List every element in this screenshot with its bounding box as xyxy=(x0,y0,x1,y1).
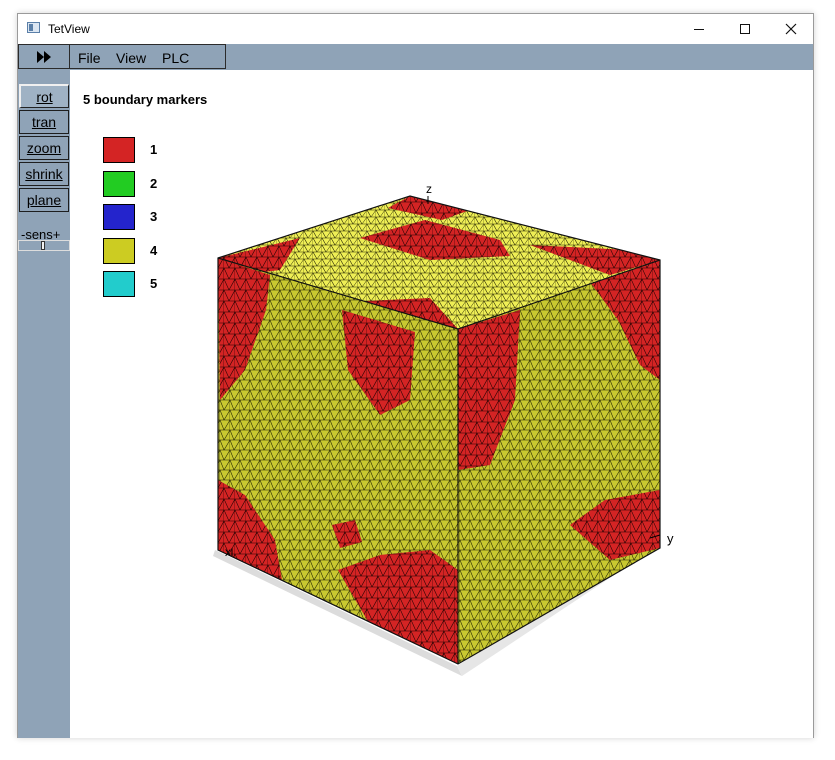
cube-right-face xyxy=(458,260,660,664)
mesh-cube-render: z x y xyxy=(213,182,674,676)
legend-swatch-1 xyxy=(103,137,135,163)
maximize-button[interactable] xyxy=(722,14,768,44)
3d-viewport[interactable]: 5 boundary markers 1 2 3 4 5 xyxy=(70,70,813,738)
menu-file[interactable]: File xyxy=(78,50,101,66)
toolbar: File View PLC xyxy=(18,44,813,70)
close-button[interactable] xyxy=(768,14,814,44)
minimize-button[interactable] xyxy=(676,14,722,44)
menu-view[interactable]: View xyxy=(116,50,147,66)
title-bar[interactable]: TetView xyxy=(18,14,813,44)
legend-label: 4 xyxy=(150,243,158,258)
legend-label: 1 xyxy=(150,142,158,157)
legend-swatch-2 xyxy=(103,171,135,197)
axis-label-z: z xyxy=(426,182,432,196)
window-title: TetView xyxy=(48,22,90,36)
legend-label: 5 xyxy=(150,276,158,291)
legend-swatch-5 xyxy=(103,271,135,297)
cube-outline xyxy=(217,195,661,665)
shrink-button[interactable]: shrink xyxy=(19,162,69,186)
close-icon xyxy=(785,23,797,35)
legend-title: 5 boundary markers xyxy=(83,92,208,107)
menu-bar: File View PLC xyxy=(70,44,226,69)
fast-forward-icon xyxy=(37,50,51,63)
mode-sidebar: rot tran zoom shrink plane -sens+ xyxy=(18,70,70,738)
menu-plc[interactable]: PLC xyxy=(162,50,190,66)
plane-button[interactable]: plane xyxy=(19,188,69,212)
rot-button[interactable]: rot xyxy=(19,84,69,108)
app-window: TetView File View PLC rot tran zoom shri… xyxy=(17,13,814,738)
minimize-icon xyxy=(694,28,704,30)
sensitivity-slider[interactable] xyxy=(18,240,70,251)
legend-swatch-4 xyxy=(103,238,135,264)
floor-plane xyxy=(213,550,462,676)
axis-tick xyxy=(649,534,661,539)
app-icon xyxy=(27,22,40,33)
axis-label-x: x xyxy=(225,545,231,559)
slider-handle[interactable] xyxy=(41,241,45,250)
zoom-button[interactable]: zoom xyxy=(19,136,69,160)
axis-label-y: y xyxy=(667,531,674,546)
legend-label: 3 xyxy=(150,209,158,224)
fast-forward-button[interactable] xyxy=(18,44,70,69)
legend-swatch-3 xyxy=(103,204,135,230)
maximize-icon xyxy=(740,24,750,34)
sensitivity-label: -sens+ xyxy=(21,227,61,242)
legend-label: 2 xyxy=(150,176,158,191)
tran-button[interactable]: tran xyxy=(19,110,69,134)
